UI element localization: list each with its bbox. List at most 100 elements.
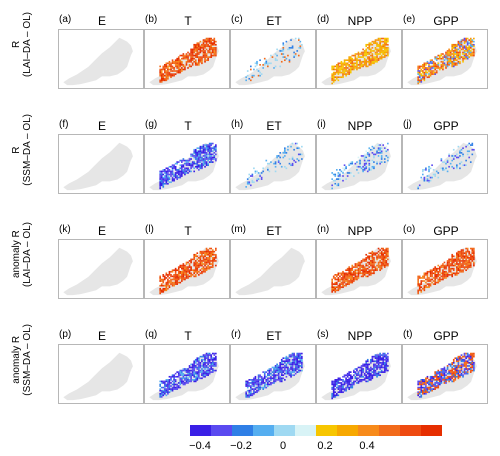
data-pixel xyxy=(379,147,381,150)
data-pixel xyxy=(268,377,271,380)
panel-variable: NPP xyxy=(347,14,373,28)
data-pixel xyxy=(454,374,457,377)
data-pixel xyxy=(428,388,430,390)
data-pixel xyxy=(387,39,389,41)
data-pixel xyxy=(440,374,443,377)
data-pixel xyxy=(357,172,360,174)
data-pixel xyxy=(249,175,252,177)
data-pixel xyxy=(469,371,472,373)
data-pixel xyxy=(340,379,343,381)
data-pixel xyxy=(337,272,340,275)
data-pixel xyxy=(184,369,186,372)
data-pixel xyxy=(380,357,383,360)
data-pixel xyxy=(198,147,200,150)
data-pixel xyxy=(379,42,381,45)
data-pixel xyxy=(379,57,381,60)
data-pixel xyxy=(448,51,450,54)
data-pixel xyxy=(368,270,371,273)
data-pixel xyxy=(429,269,432,272)
data-pixel xyxy=(365,156,368,159)
data-pixel xyxy=(420,291,423,293)
data-pixel xyxy=(380,47,383,49)
data-pixel xyxy=(253,167,255,170)
data-pixel xyxy=(210,252,213,255)
data-pixel xyxy=(171,383,174,386)
data-pixel xyxy=(335,77,338,80)
data-pixel xyxy=(383,352,386,355)
data-pixel xyxy=(196,272,199,275)
data-pixel xyxy=(377,144,380,146)
data-pixel xyxy=(466,56,469,58)
data-pixel xyxy=(417,70,419,72)
data-pixel xyxy=(196,51,199,54)
data-pixel xyxy=(360,261,363,264)
data-pixel xyxy=(201,62,203,65)
data-pixel xyxy=(437,371,440,373)
data-pixel xyxy=(335,383,338,386)
data-pixel xyxy=(445,54,447,57)
data-pixel xyxy=(204,53,206,55)
data-pixel xyxy=(210,53,213,55)
data-pixel xyxy=(456,253,458,256)
data-pixel xyxy=(465,252,467,255)
data-pixel xyxy=(170,74,172,77)
data-pixel xyxy=(334,184,337,187)
data-pixel xyxy=(426,68,429,71)
data-pixel xyxy=(188,169,191,171)
data-pixel xyxy=(198,158,200,160)
data-pixel xyxy=(160,382,163,384)
data-pixel xyxy=(284,150,286,153)
data-pixel xyxy=(465,53,467,55)
data-pixel xyxy=(196,269,199,272)
row-label: anomaly R (LAI–DA – OL) xyxy=(2,222,42,287)
data-pixel xyxy=(462,39,464,41)
data-pixel xyxy=(210,365,213,367)
data-pixel xyxy=(188,270,191,273)
data-pixel xyxy=(202,354,205,356)
data-pixel xyxy=(160,394,163,397)
data-pixel xyxy=(379,366,381,369)
data-pixel xyxy=(362,274,364,276)
data-pixel xyxy=(365,374,368,377)
data-pixel xyxy=(288,59,291,62)
data-pixel xyxy=(359,161,361,163)
data-pixel xyxy=(257,379,260,381)
data-pixel xyxy=(280,371,283,373)
data-pixel xyxy=(213,253,216,256)
data-pixel xyxy=(423,382,426,384)
data-pixel xyxy=(437,375,440,378)
data-pixel xyxy=(196,366,199,369)
data-pixel xyxy=(159,278,161,281)
data-pixel xyxy=(353,54,355,57)
data-pixel xyxy=(270,54,272,57)
data-pixel xyxy=(380,150,383,153)
data-pixel xyxy=(423,380,426,383)
data-pixel xyxy=(191,379,194,381)
data-pixel xyxy=(301,158,303,160)
data-pixel xyxy=(202,144,205,146)
data-pixel xyxy=(179,380,182,383)
data-pixel xyxy=(337,274,340,276)
data-pixel xyxy=(268,369,271,372)
data-pixel xyxy=(171,278,174,281)
data-pixel xyxy=(201,369,203,372)
data-pixel xyxy=(449,60,452,63)
data-pixel xyxy=(370,369,372,372)
data-pixel xyxy=(448,153,450,156)
data-pixel xyxy=(473,250,475,253)
data-pixel xyxy=(173,382,175,384)
data-pixel xyxy=(379,264,381,267)
data-pixel xyxy=(351,67,354,69)
data-pixel xyxy=(382,360,385,363)
data-pixel xyxy=(339,377,341,380)
data-pixel xyxy=(420,383,423,386)
data-pixel xyxy=(376,366,378,369)
data-pixel xyxy=(373,261,375,264)
data-pixel xyxy=(205,267,208,270)
data-pixel xyxy=(177,57,180,60)
data-pixel xyxy=(440,264,443,267)
data-pixel xyxy=(380,56,383,58)
data-pixel xyxy=(366,372,369,375)
data-pixel xyxy=(452,47,455,49)
data-pixel xyxy=(208,42,211,45)
